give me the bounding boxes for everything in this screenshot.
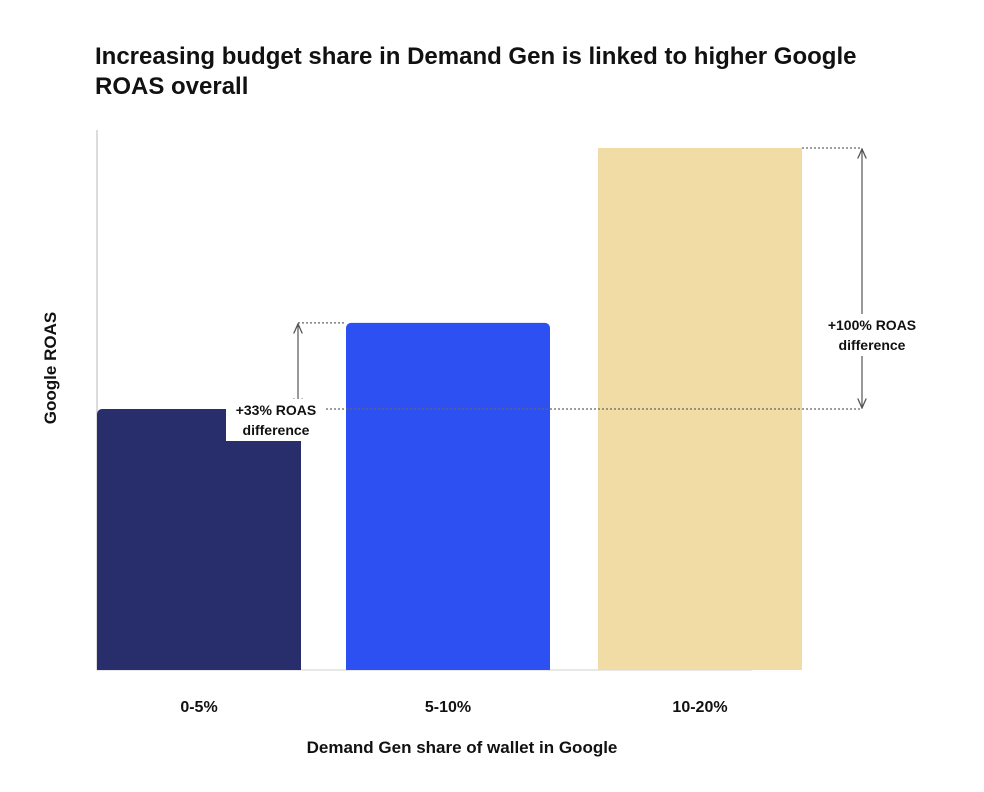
chart-title: Increasing budget share in Demand Gen is…: [95, 43, 857, 100]
bar-0-5%: [97, 409, 301, 670]
annotation-label: +33% ROAS: [236, 402, 317, 418]
bars-group: [97, 148, 802, 670]
annotation-label: +100% ROAS: [828, 317, 916, 333]
bar-5-10%: [346, 322, 550, 670]
annotation-label-background: [226, 399, 326, 441]
annotation-label: difference: [243, 422, 310, 438]
bar-base-0-5%: [97, 662, 301, 670]
annotation-label: difference: [839, 337, 906, 353]
y-axis-label: Google ROAS: [41, 312, 60, 424]
x-tick-label: 10-20%: [672, 699, 727, 716]
annotations-group: +33% ROAS difference +100% ROAS difference: [226, 147, 922, 441]
annotation-label-background: [822, 314, 922, 356]
bar-base-5-10%: [346, 662, 550, 670]
x-tick-labels: 0-5% 5-10% 10-20%: [180, 699, 727, 716]
x-tick-label: 0-5%: [180, 699, 217, 716]
x-tick-label: 5-10%: [425, 699, 471, 716]
x-axis-label: Demand Gen share of wallet in Google: [307, 738, 618, 757]
